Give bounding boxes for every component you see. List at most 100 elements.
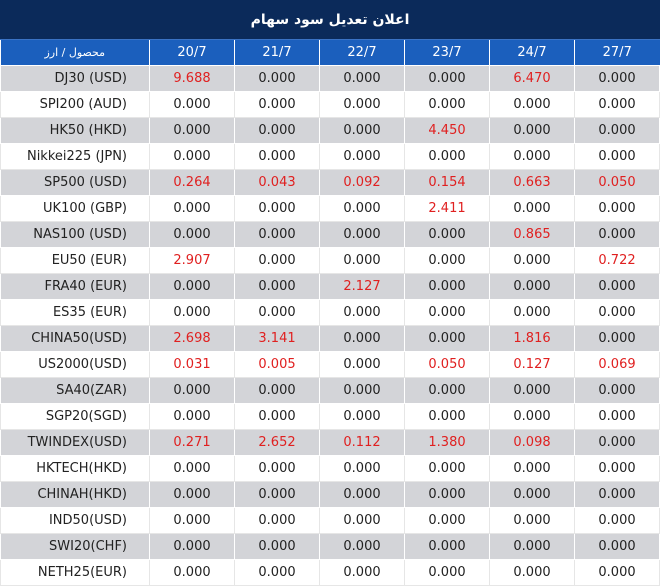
dividend-value-cell: 0.000 <box>404 507 490 534</box>
page-title: اعلان تعديل سود سهام <box>0 0 660 40</box>
dividend-value-cell: 0.000 <box>574 481 660 508</box>
dividend-value-cell: 0.000 <box>489 533 575 560</box>
header-date: 23/7 <box>404 40 490 66</box>
dividend-value-cell: 0.000 <box>319 533 405 560</box>
instrument-name: IND50(USD) <box>0 507 150 534</box>
dividend-value-cell: 0.092 <box>319 169 405 196</box>
table-row: Nikkei225 (JPN) 0.000 0.000 0.000 0.000 0.000… <box>0 143 660 170</box>
instrument-name: US2000(USD) <box>0 351 150 378</box>
dividend-value-cell: 3.141 <box>234 325 320 352</box>
header-date: 24/7 <box>489 40 575 66</box>
dividend-value-cell: 0.000 <box>149 273 235 300</box>
table-row: NAS100 (USD) 0.000 0.000 0.000 0.000 0.865 0.0… <box>0 221 660 248</box>
dividend-value-cell: 0.722 <box>574 247 660 274</box>
dividend-value-cell: 0.000 <box>574 143 660 170</box>
dividend-value-cell: 0.000 <box>149 143 235 170</box>
dividend-value-cell: 0.000 <box>404 403 490 430</box>
dividend-value-cell: 0.865 <box>489 221 575 248</box>
table-row: FRA40 (EUR) 0.000 0.000 2.127 0.000 0.000 0.00… <box>0 273 660 300</box>
dividend-value-cell: 0.000 <box>574 429 660 456</box>
dividend-value-cell: 0.000 <box>319 65 405 92</box>
dividend-value-cell: 0.000 <box>319 325 405 352</box>
instrument-name: TWINDEX(USD) <box>0 429 150 456</box>
table-row: DJ30 (USD) 9.688 0.000 0.000 0.000 6.470 0.000 <box>0 65 660 92</box>
dividend-value-cell: 0.000 <box>489 117 575 144</box>
dividend-value-cell: 0.271 <box>149 429 235 456</box>
instrument-name: NETH25(EUR) <box>0 559 150 586</box>
dividend-value-cell: 0.000 <box>234 91 320 118</box>
header-row: محصول / ارز 20/7 21/7 22/7 23/7 24/7 27/… <box>0 40 660 66</box>
dividend-value-cell: 0.000 <box>319 481 405 508</box>
dividend-value-cell: 0.000 <box>234 65 320 92</box>
dividend-value-cell: 0.000 <box>404 247 490 274</box>
dividend-value-cell: 0.000 <box>574 273 660 300</box>
dividend-value-cell: 0.264 <box>149 169 235 196</box>
instrument-name: CHINAH(HKD) <box>0 481 150 508</box>
header-date: 22/7 <box>319 40 405 66</box>
dividend-value-cell: 0.000 <box>234 507 320 534</box>
dividend-value-cell: 0.000 <box>149 507 235 534</box>
dividend-value-cell: 0.000 <box>489 299 575 326</box>
dividend-value-cell: 0.000 <box>149 221 235 248</box>
dividend-value-cell: 0.112 <box>319 429 405 456</box>
dividend-value-cell: 0.000 <box>319 455 405 482</box>
dividend-value-cell: 0.000 <box>319 221 405 248</box>
dividend-value-cell: 0.043 <box>234 169 320 196</box>
table-row: SWI20(CHF) 0.000 0.000 0.000 0.000 0.000 0.000 <box>0 533 660 560</box>
dividend-value-cell: 0.000 <box>574 507 660 534</box>
dividend-value-cell: 0.000 <box>404 221 490 248</box>
table-row: ES35 (EUR) 0.000 0.000 0.000 0.000 0.000 0.000 <box>0 299 660 326</box>
dividend-value-cell: 0.000 <box>489 507 575 534</box>
dividend-value-cell: 0.000 <box>404 455 490 482</box>
dividend-value-cell: 0.000 <box>149 195 235 222</box>
dividend-value-cell: 0.000 <box>234 247 320 274</box>
instrument-name: CHINA50(USD) <box>0 325 150 352</box>
dividend-value-cell: 0.000 <box>149 117 235 144</box>
instrument-name: Nikkei225 (JPN) <box>0 143 150 170</box>
dividend-value-cell: 0.000 <box>234 403 320 430</box>
instrument-name: SP500 (USD) <box>0 169 150 196</box>
dividend-value-cell: 0.000 <box>234 299 320 326</box>
dividend-value-cell: 4.450 <box>404 117 490 144</box>
dividend-value-cell: 0.000 <box>574 299 660 326</box>
dividend-value-cell: 0.000 <box>489 481 575 508</box>
dividend-value-cell: 0.050 <box>574 169 660 196</box>
dividend-value-cell: 0.000 <box>404 377 490 404</box>
header-date: 27/7 <box>574 40 660 66</box>
instrument-name: HKTECH(HKD) <box>0 455 150 482</box>
dividend-value-cell: 0.000 <box>574 533 660 560</box>
instrument-name: UK100 (GBP) <box>0 195 150 222</box>
dividend-value-cell: 1.816 <box>489 325 575 352</box>
table-row: HKTECH(HKD) 0.000 0.000 0.000 0.000 0.000 0.00… <box>0 455 660 482</box>
dividend-value-cell: 6.470 <box>489 65 575 92</box>
dividend-value-cell: 0.000 <box>319 507 405 534</box>
instrument-name: EU50 (EUR) <box>0 247 150 274</box>
dividend-value-cell: 0.000 <box>404 143 490 170</box>
table-row: CHINAH(HKD) 0.000 0.000 0.000 0.000 0.000 0.00… <box>0 481 660 508</box>
dividend-value-cell: 0.000 <box>574 117 660 144</box>
dividend-value-cell: 0.000 <box>234 455 320 482</box>
dividend-value-cell: 0.000 <box>489 559 575 586</box>
dividend-value-cell: 2.698 <box>149 325 235 352</box>
table-row: TWINDEX(USD) 0.271 2.652 0.112 1.380 0.098 0.0… <box>0 429 660 456</box>
dividend-value-cell: 0.000 <box>234 195 320 222</box>
table-row: UK100 (GBP) 0.000 0.000 0.000 2.411 0.000 0.00… <box>0 195 660 222</box>
dividend-value-cell: 0.000 <box>404 65 490 92</box>
dividend-value-cell: 0.000 <box>149 559 235 586</box>
instrument-name: FRA40 (EUR) <box>0 273 150 300</box>
instrument-name: SGP20(SGD) <box>0 403 150 430</box>
instrument-name: HK50 (HKD) <box>0 117 150 144</box>
dividend-value-cell: 0.000 <box>234 481 320 508</box>
dividend-value-cell: 0.069 <box>574 351 660 378</box>
dividend-value-cell: 0.000 <box>404 325 490 352</box>
instrument-name: DJ30 (USD) <box>0 65 150 92</box>
dividend-value-cell: 0.000 <box>489 377 575 404</box>
dividend-value-cell: 0.000 <box>319 247 405 274</box>
table-row: SP500 (USD) 0.264 0.043 0.092 0.154 0.663 0.05… <box>0 169 660 196</box>
dividend-value-cell: 0.000 <box>489 195 575 222</box>
dividend-value-cell: 0.000 <box>319 403 405 430</box>
dividend-value-cell: 0.000 <box>574 377 660 404</box>
table-row: IND50(USD) 0.000 0.000 0.000 0.000 0.000 0.000 <box>0 507 660 534</box>
dividend-value-cell: 0.000 <box>234 143 320 170</box>
dividend-value-cell: 0.000 <box>319 91 405 118</box>
